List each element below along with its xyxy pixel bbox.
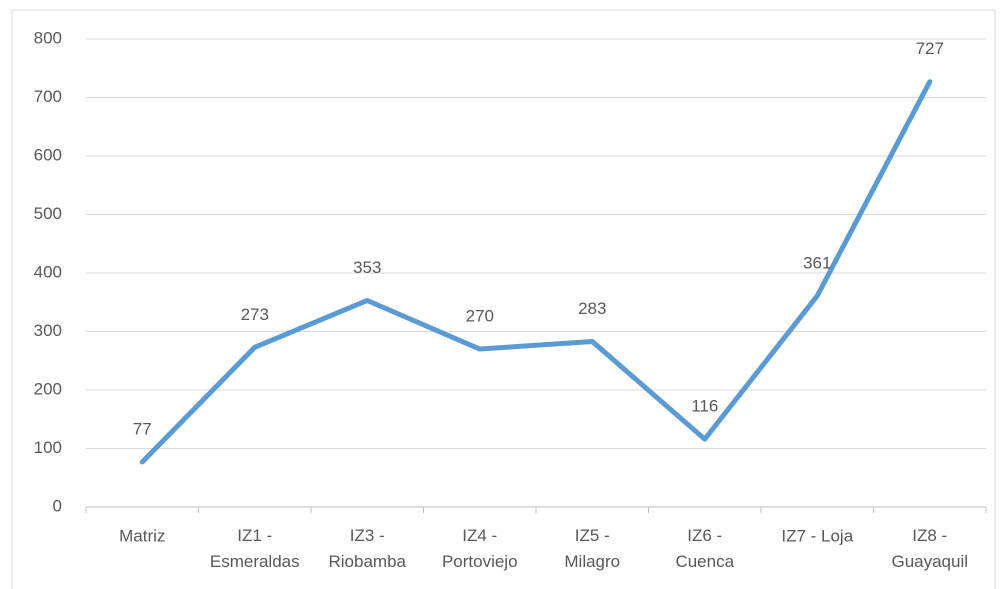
x-tick-label: Matriz: [119, 526, 165, 545]
y-tick-label: 500: [34, 204, 62, 223]
x-tick-label: IZ6 -Cuenca: [675, 526, 734, 571]
line: [139, 79, 933, 465]
data-label: 727: [916, 39, 944, 58]
data-label: 116: [691, 397, 718, 416]
x-tick-label: IZ4 -Portoviejo: [442, 526, 518, 571]
data-label: 273: [241, 305, 269, 324]
x-tick-label: IZ7 - Loja: [781, 526, 853, 545]
y-tick-label: 700: [34, 87, 62, 106]
y-tick-label: 200: [34, 379, 62, 398]
x-tick-label: IZ5 -Milagro: [564, 526, 620, 571]
y-tick-label: 800: [34, 28, 62, 47]
x-tick-label: IZ8 -Guayaquil: [891, 526, 968, 571]
y-tick-label: 600: [34, 145, 62, 164]
y-tick-label: 400: [34, 262, 62, 281]
y-tick-label: 0: [53, 496, 62, 515]
y-tick-label: 300: [34, 321, 62, 340]
data-label: 353: [353, 258, 381, 277]
data-label: 270: [466, 307, 494, 326]
chart-border: [11, 9, 996, 589]
data-label: 283: [578, 299, 606, 318]
data-label: 77: [133, 419, 152, 438]
y-tick-label: 100: [34, 438, 62, 457]
data-label: 361: [803, 253, 831, 272]
x-tick-label: IZ3 -Riobamba: [329, 526, 407, 571]
x-tick-label: IZ1 -Esmeraldas: [210, 526, 300, 571]
